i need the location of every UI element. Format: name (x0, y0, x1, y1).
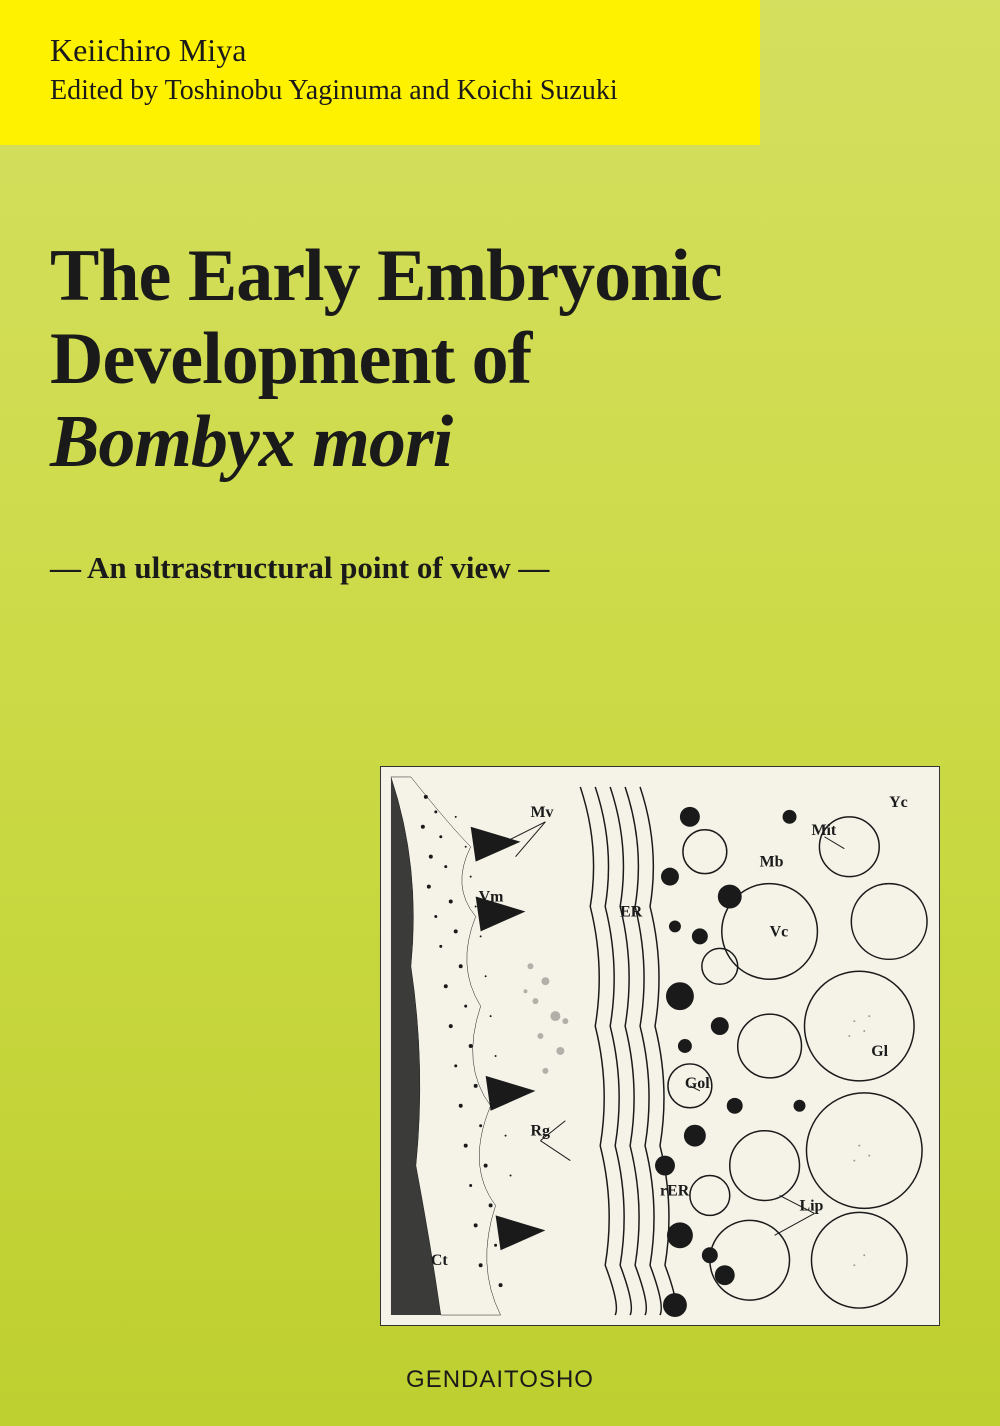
publisher: GENDAITOSHO (0, 1366, 1000, 1394)
svg-text:Mit: Mit (811, 822, 836, 839)
editor-conjunction: and (402, 75, 456, 106)
editor-1: Toshinobu Yaginuma (165, 75, 403, 106)
membrane-stipple (391, 777, 545, 1315)
svg-text:ER: ER (620, 903, 643, 920)
svg-text:Lip: Lip (800, 1197, 824, 1214)
svg-text:Mb: Mb (760, 854, 784, 871)
author-banner: Keiichiro Miya Edited by Toshinobu Yagin… (0, 0, 760, 145)
vesicle-dots (848, 1015, 870, 1266)
editor-2: Koichi Suzuki (457, 75, 618, 106)
er-lines (580, 787, 676, 1315)
vesicles (668, 817, 927, 1308)
svg-text:Rg: Rg (530, 1123, 550, 1140)
title-line-2: Development of (50, 318, 531, 400)
svg-text:Yc: Yc (889, 794, 908, 811)
svg-text:rER: rER (660, 1182, 690, 1199)
ultrastructure-diagram: Yc Mit Mv Mb Vm ER Vc Gl Gol Rg rER Lip Ct (381, 767, 939, 1325)
title-line-1: The Early Embryonic (50, 235, 722, 317)
cover-illustration: Yc Mit Mv Mb Vm ER Vc Gl Gol Rg rER Lip Ct (380, 766, 940, 1326)
svg-text:Mv: Mv (530, 804, 553, 821)
granules (523, 963, 568, 1074)
svg-text:Vc: Vc (770, 923, 789, 940)
author-name: Keiichiro Miya (50, 32, 710, 69)
svg-text:Ct: Ct (431, 1252, 449, 1269)
editors-line: Edited by Toshinobu Yaginuma and Koichi … (50, 75, 710, 107)
title-block: The Early Embryonic Development of Bomby… (0, 145, 1000, 586)
edited-by-prefix: Edited by (50, 75, 165, 106)
svg-text:Gl: Gl (871, 1043, 888, 1060)
svg-text:Gol: Gol (685, 1075, 710, 1092)
book-title: The Early Embryonic Development of Bomby… (50, 235, 950, 484)
title-line-3-italic: Bombyx mori (50, 401, 452, 483)
subtitle: — An ultrastructural point of view — (50, 550, 950, 586)
figure-labels: Yc Mit Mv Mb Vm ER Vc Gl Gol Rg rER Lip Ct (431, 794, 908, 1269)
dark-granules (655, 807, 805, 1317)
svg-text:Vm: Vm (479, 889, 504, 906)
